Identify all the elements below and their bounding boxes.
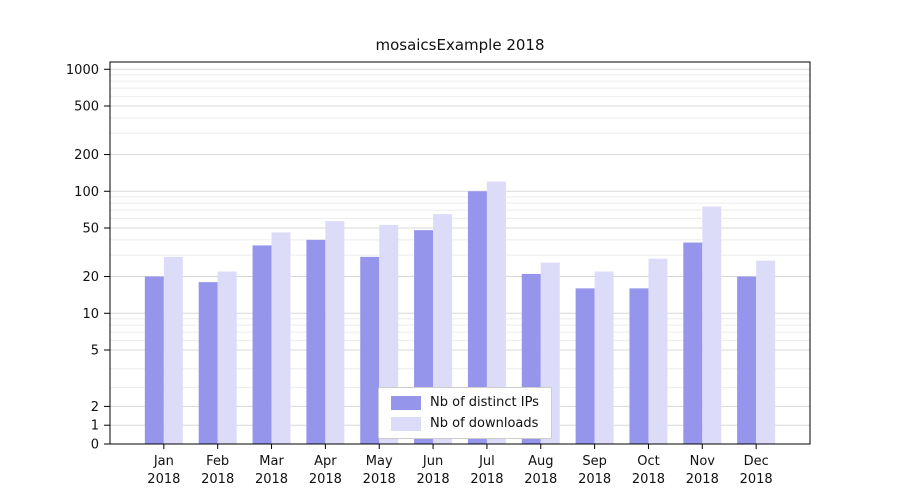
x-tick-label-year: 2018 xyxy=(686,472,719,487)
bar-downloads xyxy=(433,214,453,444)
y-tick-label: 2 xyxy=(91,400,99,415)
bar-downloads xyxy=(271,232,291,444)
y-tick-label: 10 xyxy=(82,307,99,322)
x-tick-label-year: 2018 xyxy=(524,472,557,487)
y-tick-label: 1000 xyxy=(66,63,99,78)
x-tick-label-month: Apr xyxy=(314,454,337,469)
bar-downloads xyxy=(217,271,237,444)
bar-distinct-ips xyxy=(683,242,703,444)
bar-distinct-ips xyxy=(737,276,757,444)
bar-downloads xyxy=(594,271,614,444)
x-tick-label-year: 2018 xyxy=(740,472,773,487)
x-tick-label-month: Aug xyxy=(528,454,553,469)
x-tick-label-month: Jul xyxy=(478,454,495,469)
y-tick-label: 500 xyxy=(74,100,99,115)
y-tick-label: 50 xyxy=(82,222,99,237)
y-tick-label: 100 xyxy=(74,185,99,200)
x-tick-label-month: Jun xyxy=(422,454,443,469)
y-tick-label: 5 xyxy=(91,344,99,359)
legend-swatch-distinct-ips xyxy=(391,395,421,410)
bar-distinct-ips xyxy=(306,239,326,444)
x-tick-label-year: 2018 xyxy=(201,472,234,487)
x-tick-label-year: 2018 xyxy=(309,472,342,487)
y-tick-label: 1 xyxy=(91,419,99,434)
x-tick-label-year: 2018 xyxy=(632,472,665,487)
x-tick-label-year: 2018 xyxy=(363,472,396,487)
bar-distinct-ips xyxy=(629,288,649,444)
legend-swatch-downloads xyxy=(391,416,421,431)
bar-distinct-ips xyxy=(144,276,164,444)
x-tick-label-month: Mar xyxy=(259,454,284,469)
legend-label-downloads: Nb of downloads xyxy=(430,416,539,431)
bar-downloads xyxy=(756,260,776,444)
x-tick-label-month: May xyxy=(366,454,393,469)
y-tick-label: 200 xyxy=(74,148,99,163)
chart-title: mosaicsExample 2018 xyxy=(375,36,545,54)
x-tick-label-month: Jan xyxy=(153,454,174,469)
x-tick-label-month: Nov xyxy=(690,454,716,469)
x-tick-label-month: Dec xyxy=(744,454,769,469)
x-tick-label-month: Sep xyxy=(582,454,607,469)
x-tick-label-month: Oct xyxy=(637,454,659,469)
bar-downloads xyxy=(648,258,668,444)
legend: Nb of distinct IPs Nb of downloads xyxy=(378,387,552,439)
x-tick-label-year: 2018 xyxy=(578,472,611,487)
bar-distinct-ips xyxy=(360,256,380,444)
y-tick-label: 0 xyxy=(91,438,99,453)
x-tick-label-year: 2018 xyxy=(470,472,503,487)
x-tick-label-month: Feb xyxy=(206,454,229,469)
x-tick-label-year: 2018 xyxy=(147,472,180,487)
bar-distinct-ips xyxy=(467,191,487,444)
x-tick-label-year: 2018 xyxy=(417,472,450,487)
y-tick-label: 20 xyxy=(82,270,99,285)
bar-downloads xyxy=(702,206,722,444)
legend-entry-downloads: Nb of downloads xyxy=(391,416,539,431)
bar-downloads xyxy=(325,221,345,444)
bar-distinct-ips xyxy=(252,245,272,444)
bar-downloads xyxy=(486,181,506,444)
bar-distinct-ips xyxy=(198,282,218,444)
plot-area-frame xyxy=(109,61,811,445)
legend-entry-distinct-ips: Nb of distinct IPs xyxy=(391,395,539,410)
x-tick-label-year: 2018 xyxy=(255,472,288,487)
bar-distinct-ips xyxy=(575,288,595,444)
bar-downloads xyxy=(163,256,183,444)
legend-label-distinct-ips: Nb of distinct IPs xyxy=(430,395,539,410)
